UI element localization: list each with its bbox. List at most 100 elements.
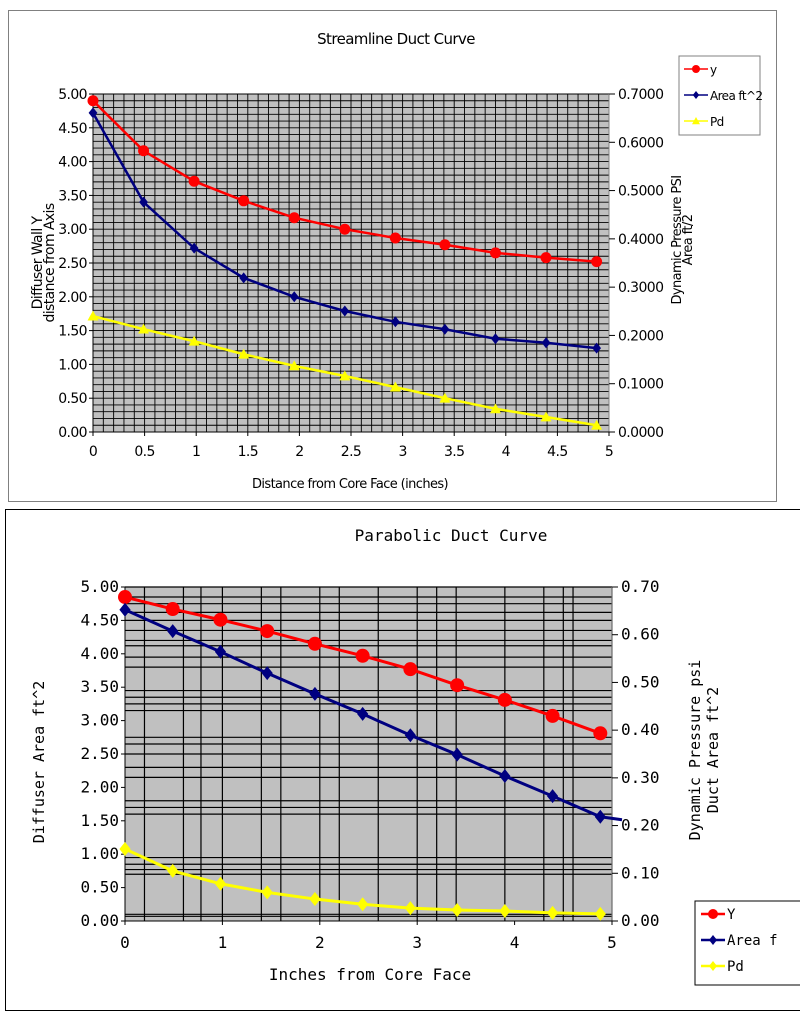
data-point-pd — [261, 885, 273, 900]
legend-marker-icon — [692, 91, 700, 99]
data-point-pd — [188, 335, 200, 346]
y2-tick-label: 0.0000 — [618, 425, 663, 441]
legend-item: y — [684, 63, 718, 77]
y2-tick-label: 0.10 — [621, 863, 660, 882]
streamline-axes: 0 0.5 1 1.5 2 2.5 3 3.5 4 4.5 5 0.00 0.50 1.00 1.50 2.0… — [58, 87, 664, 460]
legend-marker-icon — [709, 961, 717, 971]
data-point-y — [339, 223, 351, 235]
data-point-area-ft-2 — [451, 747, 463, 762]
legend-item: Y — [701, 907, 736, 923]
y2-tick-label: 0.2000 — [618, 328, 663, 344]
data-point-y — [450, 678, 465, 693]
legend-marker-icon — [692, 65, 700, 73]
y-tick-label: 5.00 — [58, 87, 87, 103]
y-tick-label: 0.00 — [80, 911, 119, 930]
x-tick-label: 1.5 — [238, 444, 258, 460]
y-tick-label: 1.50 — [58, 324, 87, 340]
parabolic-legend: Y Area f Pd — [694, 900, 800, 986]
data-point-y — [540, 252, 552, 264]
y-tick-label: 4.00 — [58, 155, 87, 171]
x-tick-label: 0 — [120, 933, 130, 952]
data-point-pd — [389, 381, 401, 392]
streamline-y2-axis-label-line2: Area ft/2 — [681, 215, 696, 266]
data-point-area-ft-2 — [88, 107, 98, 119]
y-tick-label: 2.50 — [58, 256, 87, 272]
data-point-area-ft-2 — [139, 196, 148, 208]
y2-tick-label: 0.3000 — [618, 280, 663, 296]
y-tick-label: 2.00 — [80, 777, 119, 796]
legend-item: Area ft^2 — [684, 89, 763, 103]
x-tick-label: 4 — [510, 933, 520, 952]
y-tick-label: 3.50 — [80, 677, 119, 696]
legend-item: Pd — [684, 115, 724, 129]
parabolic-series — [118, 590, 623, 921]
legend-label: Area f — [727, 933, 778, 949]
parabolic-chart-title: Parabolic Duct Curve — [355, 526, 548, 545]
y-tick-label: 0.50 — [80, 878, 119, 897]
streamline-series — [87, 95, 603, 430]
data-point-y — [87, 95, 99, 107]
data-point-pd — [489, 403, 501, 414]
data-point-y — [260, 624, 275, 639]
data-point-pd — [309, 892, 321, 907]
data-point-area-ft-2 — [546, 789, 559, 804]
x-tick-label: 3 — [398, 444, 406, 460]
x-tick-label: 5 — [605, 444, 613, 460]
x-tick-label: 3.5 — [444, 444, 464, 460]
data-point-pd — [439, 392, 451, 403]
y-tick-label: 3.50 — [58, 188, 87, 204]
data-point-pd — [546, 905, 559, 920]
data-point-pd — [238, 348, 250, 359]
parabolic-y2-axis-label-line1: Dynamic Pressure psi — [686, 660, 704, 841]
parabolic-axes: 0 1 2 3 4 50.000.501.001.502.002.503.003.504.… — [80, 577, 659, 952]
x-tick-label: 4 — [502, 444, 511, 460]
data-point-area-ft-2 — [309, 686, 321, 701]
legend-item: Area f — [701, 933, 778, 949]
data-point-area-ft-2 — [491, 333, 500, 345]
series-line-extension — [600, 815, 623, 822]
data-point-pd — [357, 897, 369, 912]
data-point-area-ft-2 — [189, 242, 199, 254]
y2-tick-label: 0.7000 — [618, 87, 663, 103]
data-point-y — [138, 145, 150, 157]
y-tick-label: 3.00 — [80, 711, 119, 730]
x-tick-label: 5 — [607, 933, 617, 952]
parabolic-x-axis-label: Inches from Core Face — [269, 965, 471, 984]
y2-tick-label: 0.00 — [621, 911, 660, 930]
y-tick-label: 2.00 — [58, 290, 87, 306]
y-tick-label: 5.00 — [80, 577, 119, 596]
parabolic-y-axis-label: Diffuser Area ft^2 — [30, 681, 48, 844]
y2-tick-label: 0.1000 — [618, 377, 663, 393]
data-point-y — [489, 247, 501, 259]
data-point-area-ft-2 — [289, 291, 299, 303]
y-tick-label: 4.00 — [80, 644, 119, 663]
x-tick-label: 0 — [89, 444, 97, 460]
legend-label: Pd — [727, 959, 744, 975]
y-tick-label: 0.00 — [58, 425, 87, 441]
data-point-pd — [214, 876, 227, 891]
legend-marker-icon — [708, 909, 718, 919]
y2-tick-label: 0.5000 — [618, 184, 663, 200]
data-point-pd — [167, 863, 179, 878]
data-point-pd — [404, 901, 416, 916]
legend-marker-icon — [709, 935, 717, 945]
data-point-area-ft-2 — [119, 602, 131, 617]
data-point-y — [439, 239, 451, 251]
data-point-pd — [540, 411, 552, 422]
streamline-x-axis-label: Distance from Core Face (inches) — [252, 477, 448, 492]
streamline-y-axis-label-line2: distance from Axis — [42, 203, 58, 322]
data-point-area-ft-2 — [340, 305, 350, 317]
parabolic-y2-axis-label-line2: Duct Area ft^2 — [704, 687, 722, 813]
data-point-area-ft-2 — [592, 342, 602, 354]
data-point-pd — [594, 906, 606, 921]
data-point-area-ft-2 — [440, 323, 450, 335]
y-tick-label: 1.00 — [58, 357, 87, 373]
data-point-pd — [87, 310, 99, 321]
streamline-chart: 0 0.5 1 1.5 2 2.5 3 3.5 4 4.5 5 0.00 0.50 1.00 1.50 2.0… — [30, 30, 763, 492]
data-point-pd — [138, 323, 150, 334]
x-tick-label: 1 — [192, 444, 200, 460]
y-tick-label: 3.00 — [58, 222, 87, 238]
data-point-y — [165, 602, 180, 617]
legend-label: Y — [727, 907, 736, 923]
